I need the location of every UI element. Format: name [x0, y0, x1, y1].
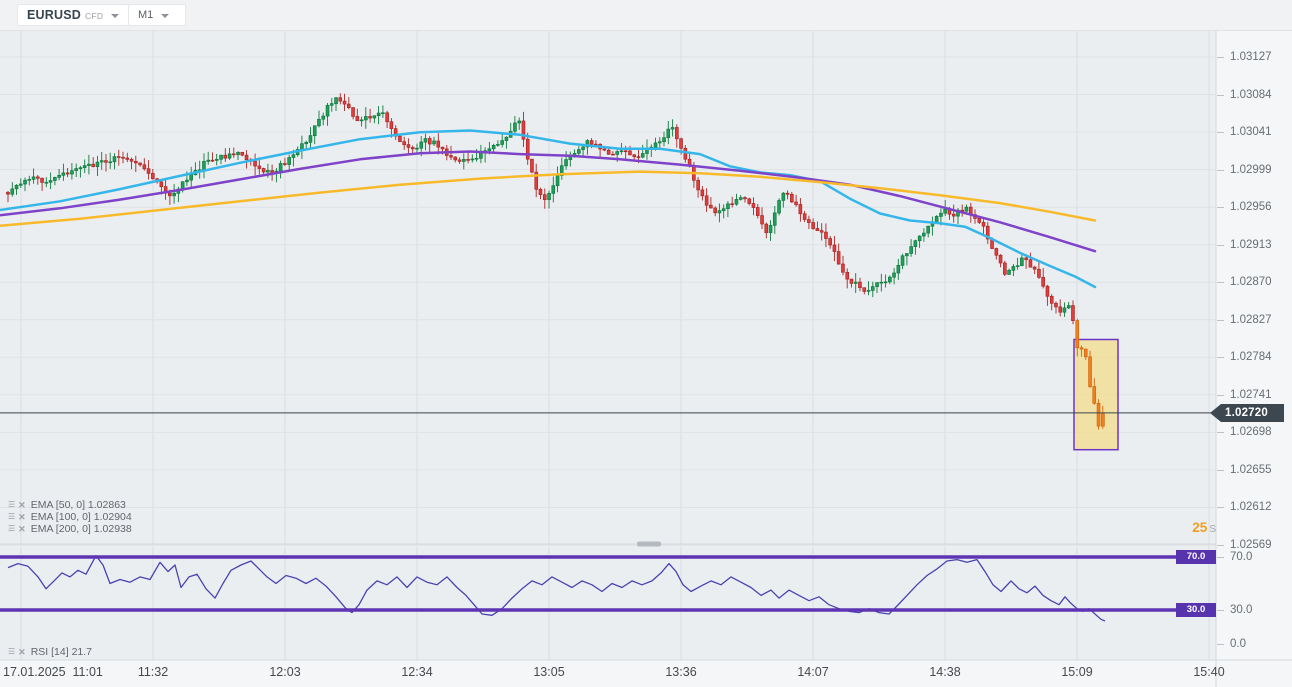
- time-axis-label: 13:05: [533, 665, 565, 679]
- time-axis-label: 11:32: [137, 665, 169, 679]
- indicator-remove-icon[interactable]: ✕: [18, 647, 26, 657]
- price-axis-label: 1.02698: [1217, 425, 1292, 439]
- time-axis-label: 14:07: [797, 665, 829, 679]
- chevron-down-icon: [111, 13, 120, 18]
- indicator-remove-icon[interactable]: ✕: [18, 500, 26, 510]
- price-axis-label: 1.03041: [1217, 125, 1292, 139]
- indicator-label: RSI [14] 21.7: [30, 646, 93, 658]
- time-axis-label: 15:09: [1061, 665, 1093, 679]
- indicator-settings-icon[interactable]: ☰: [8, 647, 16, 656]
- indicator-label: EMA [50, 0] 1.02863: [30, 499, 126, 511]
- chart-toolbar: EURUSD CFD M1: [0, 0, 1292, 31]
- time-axis-label: 15:40: [1193, 665, 1225, 679]
- price-axis-label: 1.02870: [1217, 275, 1292, 289]
- rsi-lower-band-badge[interactable]: 30.0: [1176, 603, 1216, 617]
- time-axis-label: 14:38: [929, 665, 961, 679]
- rsi-upper-band-badge[interactable]: 70.0: [1176, 550, 1216, 564]
- price-axis-label: 1.02655: [1217, 463, 1292, 477]
- timeframe-label: M1: [138, 9, 154, 21]
- indicator-settings-icon[interactable]: ☰: [8, 524, 16, 533]
- ema-legend-row: ☰ ✕ EMA [100, 0] 1.02904: [8, 511, 132, 523]
- time-axis-label: 12:34: [401, 665, 433, 679]
- indicator-remove-icon[interactable]: ✕: [18, 524, 26, 534]
- indicator-remove-icon[interactable]: ✕: [18, 512, 26, 522]
- candle-countdown: 25 s: [1130, 519, 1216, 537]
- price-axis-label: 1.02612: [1217, 500, 1292, 514]
- price-axis-label: 1.02827: [1217, 313, 1292, 327]
- indicator-settings-icon[interactable]: ☰: [8, 512, 16, 521]
- countdown-value: 25: [1192, 520, 1208, 535]
- price-axis-label: 1.03127: [1217, 50, 1292, 64]
- instrument-type-badge: CFD: [84, 10, 104, 21]
- price-axis-label: 1.02956: [1217, 200, 1292, 214]
- price-axis-label: 1.02741: [1217, 388, 1292, 402]
- time-axis-label: 17.01.2025 11:01: [3, 665, 103, 679]
- chevron-down-icon: [161, 13, 170, 18]
- price-axis-label: 1.02784: [1217, 350, 1292, 364]
- indicator-settings-icon[interactable]: ☰: [8, 500, 16, 509]
- price-axis-label: 1.02569: [1217, 538, 1292, 552]
- ema-legend-row: ☰ ✕ EMA [50, 0] 1.02863: [8, 499, 132, 511]
- rsi-legend-row: ☰ ✕ RSI [14] 21.7: [8, 646, 92, 658]
- symbol-selector[interactable]: EURUSD CFD: [17, 4, 130, 26]
- price-axis-label: 1.02999: [1217, 163, 1292, 177]
- current-price-tag: 1.02720: [1210, 404, 1284, 422]
- time-axis-label: 13:36: [665, 665, 697, 679]
- indicator-label: EMA [100, 0] 1.02904: [30, 511, 132, 523]
- time-axis-label: 12:03: [269, 665, 301, 679]
- indicator-label: EMA [200, 0] 1.02938: [30, 523, 132, 535]
- price-axis-label: 1.03084: [1217, 88, 1292, 102]
- rsi-axis-label: 70.0: [1217, 550, 1292, 564]
- rsi-legend: ☰ ✕ RSI [14] 21.7: [8, 646, 92, 658]
- symbol-name: EURUSD: [27, 8, 81, 22]
- rsi-axis-label: 30.0: [1217, 603, 1292, 617]
- timeframe-selector[interactable]: M1: [128, 4, 186, 26]
- price-axis-label: 1.02913: [1217, 238, 1292, 252]
- countdown-unit: s: [1209, 524, 1216, 535]
- ema-legend-row: ☰ ✕ EMA [200, 0] 1.02938: [8, 523, 132, 535]
- ema-legend: ☰ ✕ EMA [50, 0] 1.02863 ☰ ✕ EMA [100, 0] 1.02…: [8, 499, 132, 535]
- rsi-axis-label: 0.0: [1217, 637, 1292, 651]
